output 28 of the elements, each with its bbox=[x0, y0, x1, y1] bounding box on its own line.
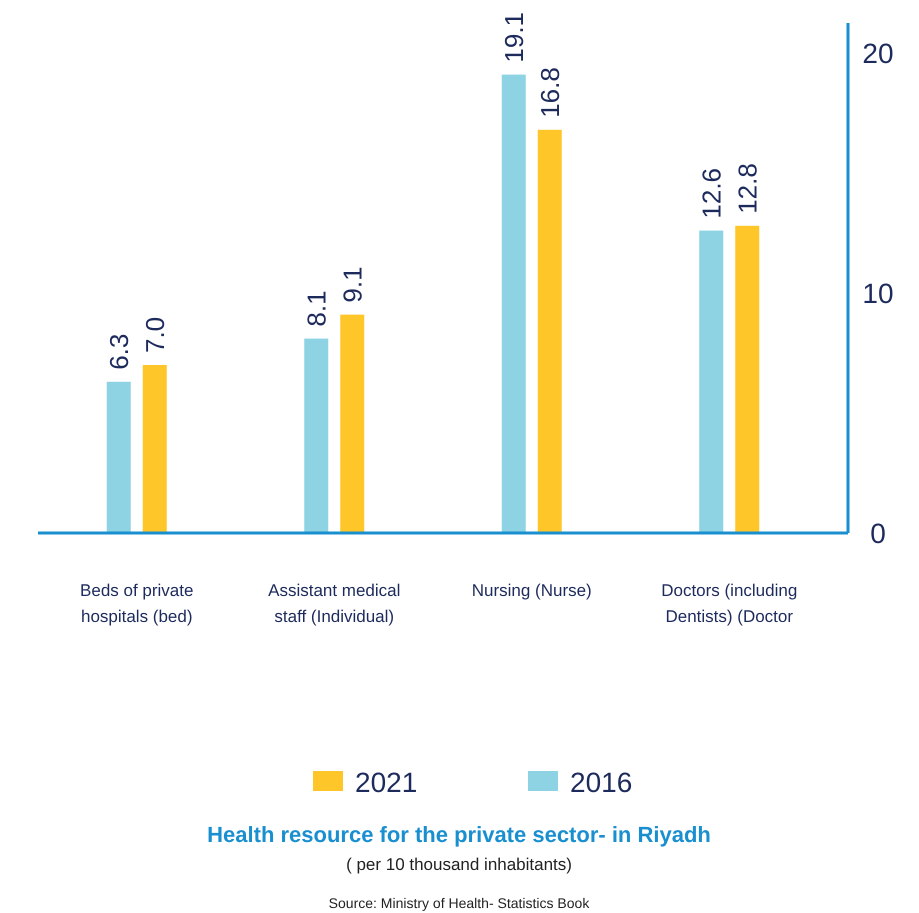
bar bbox=[538, 130, 562, 533]
y-tick-label: 0 bbox=[870, 518, 886, 549]
x-tick-label: Nursing (Nurse) bbox=[472, 581, 592, 600]
legend-label: 2016 bbox=[570, 767, 632, 798]
y-tick-label: 20 bbox=[862, 38, 894, 69]
y-tick-label: 10 bbox=[862, 278, 894, 309]
source-note: Source: Ministry of Health- Statistics Book bbox=[328, 895, 590, 911]
bar bbox=[699, 230, 724, 533]
data-label: 19.1 bbox=[498, 12, 529, 63]
bar bbox=[340, 314, 364, 533]
x-tick-label: Assistant medical staff (Individual) bbox=[268, 581, 400, 626]
data-label: 9.1 bbox=[337, 266, 368, 303]
text: Health resource for the private sector- in Riyadh bbox=[207, 822, 711, 847]
bar bbox=[502, 74, 526, 533]
data-label: 6.3 bbox=[104, 334, 134, 370]
bar bbox=[142, 365, 167, 533]
bar bbox=[735, 226, 760, 533]
x-tick-label: Doctors (including Dentists) (Doctor bbox=[661, 581, 798, 626]
bar bbox=[304, 338, 328, 533]
x-tick-label: Beds of private hospitals (bed) bbox=[80, 581, 194, 626]
legend-label: 2021 bbox=[355, 767, 418, 798]
data-label: 8.1 bbox=[301, 290, 332, 327]
data-label: 12.6 bbox=[696, 168, 726, 219]
data-label: 12.8 bbox=[732, 163, 762, 214]
text: ( per 10 thousand inhabitants) bbox=[346, 855, 572, 874]
data-label: 7.0 bbox=[140, 316, 170, 353]
bar bbox=[106, 382, 131, 533]
data-label: 16.8 bbox=[534, 67, 565, 118]
